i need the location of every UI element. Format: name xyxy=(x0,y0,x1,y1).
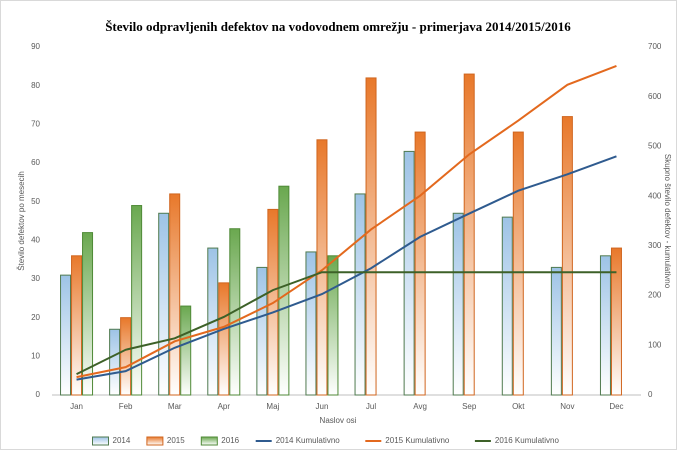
y-axis-title: Število defektov po mesecih xyxy=(17,171,26,271)
x-tick-label: Avg xyxy=(413,402,427,411)
x-tick-label: Dec xyxy=(609,402,623,411)
bar xyxy=(71,255,83,396)
y-tick-label: 90 xyxy=(31,42,40,51)
y-tick-label: 40 xyxy=(31,235,40,244)
legend-label: 2015 xyxy=(167,436,185,445)
x-tick-label: Feb xyxy=(119,402,133,411)
bar xyxy=(109,328,121,396)
x-tick-label: Okt xyxy=(512,402,525,411)
y2-tick-label: 300 xyxy=(648,241,662,250)
legend-swatch xyxy=(200,436,218,446)
bar xyxy=(60,274,72,396)
y2-tick-label: 500 xyxy=(648,142,662,151)
y2-tick-label: 700 xyxy=(648,42,662,51)
bar xyxy=(512,131,524,396)
x-tick-label: Jan xyxy=(70,402,83,411)
bar xyxy=(305,251,317,396)
y-tick-label: 10 xyxy=(31,351,40,360)
bar xyxy=(120,317,132,396)
bar xyxy=(463,73,475,396)
legend-label: 2016 Kumulativno xyxy=(495,436,560,445)
bar xyxy=(452,212,464,396)
y-tick-label: 30 xyxy=(31,274,40,283)
y2-tick-label: 400 xyxy=(648,191,662,200)
bar xyxy=(256,266,268,396)
x-tick-label: Jun xyxy=(316,402,329,411)
bar xyxy=(169,193,181,396)
bar xyxy=(327,255,339,396)
legend-swatch xyxy=(146,436,164,446)
bar xyxy=(550,266,562,396)
chart-title: Število odpravljenih defektov na vodovod… xyxy=(105,19,571,34)
bar xyxy=(610,247,622,396)
line-series xyxy=(76,155,617,381)
legend-label: 2014 Kumulativno xyxy=(276,436,341,445)
y2-axis-title: Skupno število defektov - kumulativno xyxy=(663,154,672,289)
bar xyxy=(354,193,366,396)
y-tick-label: 0 xyxy=(36,390,41,399)
x-tick-label: Mar xyxy=(168,402,182,411)
bar xyxy=(82,232,94,396)
y2-tick-label: 600 xyxy=(648,92,662,101)
bar xyxy=(316,139,328,396)
bar xyxy=(365,77,377,396)
bar xyxy=(501,216,513,396)
y-tick-label: 80 xyxy=(31,81,40,90)
line-series xyxy=(76,271,617,376)
legend-label: 2015 Kumulativno xyxy=(385,436,450,445)
bar xyxy=(131,205,143,396)
legend-swatch xyxy=(92,436,109,446)
y-tick-label: 20 xyxy=(31,313,40,322)
y2-tick-label: 0 xyxy=(648,390,653,399)
bar xyxy=(561,116,573,396)
legend-label: 2016 xyxy=(221,436,239,445)
bar xyxy=(158,212,170,396)
x-tick-label: Jul xyxy=(366,402,376,411)
bar xyxy=(180,305,192,396)
line-series xyxy=(76,64,617,379)
y2-tick-label: 200 xyxy=(648,291,662,300)
x-tick-label: Apr xyxy=(218,402,231,411)
x-tick-label: Nov xyxy=(560,402,574,411)
x-tick-label: Sep xyxy=(462,402,477,411)
x-axis-title: Naslov osi xyxy=(320,416,357,425)
bar xyxy=(278,185,290,396)
bar xyxy=(414,131,426,396)
y-tick-label: 70 xyxy=(31,119,40,128)
legend-label: 2014 xyxy=(113,436,131,445)
y-tick-label: 60 xyxy=(31,158,40,167)
y2-tick-label: 100 xyxy=(648,340,662,349)
y-tick-label: 50 xyxy=(31,197,40,206)
x-tick-label: Maj xyxy=(266,402,279,411)
bar xyxy=(218,282,230,396)
bar xyxy=(599,255,611,396)
